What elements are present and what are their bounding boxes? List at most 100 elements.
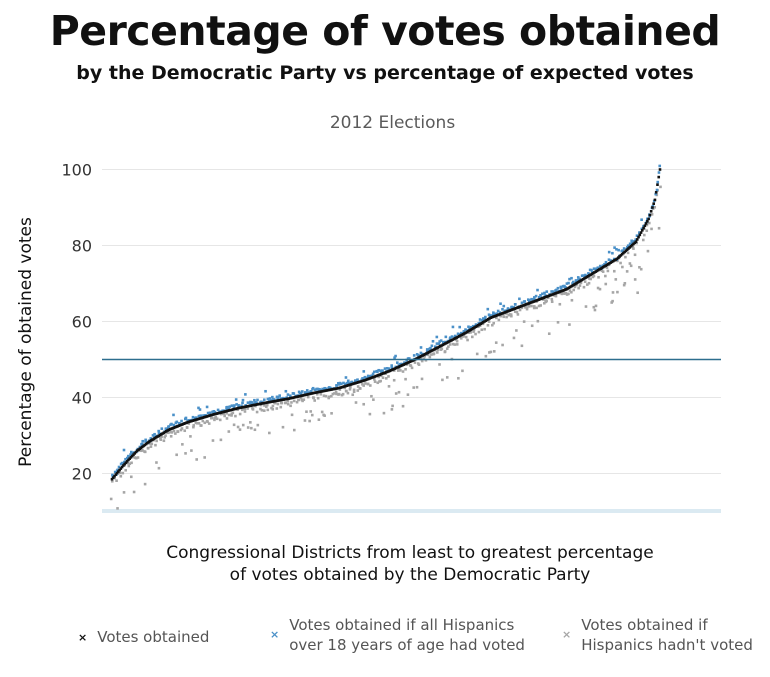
point-all-hispanics	[216, 408, 220, 412]
point-all-hispanics	[362, 370, 366, 373]
point-all-hispanics	[576, 276, 580, 279]
point-all-hispanics	[607, 258, 611, 261]
point-no-hispanics	[130, 461, 133, 465]
point-all-hispanics	[617, 248, 620, 252]
point-all-hispanics	[612, 257, 616, 261]
point-all-hispanics	[381, 369, 384, 372]
point-no-hispanics	[409, 364, 413, 368]
point-no-hispanics	[195, 421, 199, 425]
point-obtained	[125, 460, 129, 463]
point-all-hispanics	[578, 277, 581, 281]
point-all-hispanics	[286, 393, 290, 396]
point-no-hispanics	[475, 352, 479, 356]
point-no-hispanics	[250, 426, 253, 430]
point-all-hispanics	[396, 361, 399, 364]
point-all-hispanics	[353, 379, 357, 382]
point-no-hispanics	[657, 226, 661, 230]
point-all-hispanics	[309, 390, 313, 393]
point-all-hispanics	[117, 465, 121, 469]
point-all-hispanics	[574, 279, 578, 282]
point-no-hispanics	[238, 428, 242, 431]
point-no-hispanics	[118, 471, 122, 475]
point-all-hispanics	[530, 298, 534, 301]
point-no-hispanics	[633, 253, 637, 257]
point-no-hispanics	[320, 410, 324, 414]
point-no-hispanics	[197, 422, 201, 425]
legend-item-no-hispanics[interactable]: × Votes obtained if Hispanics hadn't vot…	[562, 616, 753, 655]
point-all-hispanics	[551, 290, 555, 293]
point-no-hispanics	[141, 449, 144, 452]
point-obtained	[123, 462, 126, 466]
point-no-hispanics	[641, 238, 645, 242]
point-no-hispanics	[601, 270, 605, 273]
point-no-hispanics	[616, 290, 619, 294]
point-no-hispanics	[614, 278, 618, 281]
point-no-hispanics	[621, 265, 624, 269]
point-no-hispanics	[653, 205, 657, 209]
point-all-hispanics	[225, 407, 228, 411]
point-no-hispanics	[243, 410, 247, 413]
point-no-hispanics	[346, 391, 350, 395]
point-no-hispanics	[550, 297, 554, 301]
point-no-hispanics	[448, 343, 452, 346]
point-no-hispanics	[520, 344, 524, 348]
point-no-hispanics	[116, 507, 119, 510]
point-all-hispanics	[419, 351, 423, 355]
point-all-hispanics	[393, 356, 396, 359]
point-no-hispanics	[210, 416, 214, 420]
point-no-hispanics	[554, 294, 558, 298]
point-no-hispanics	[474, 332, 477, 336]
point-no-hispanics	[556, 321, 560, 324]
point-no-hispanics	[483, 327, 486, 331]
point-no-hispanics	[255, 410, 259, 414]
point-no-hispanics	[424, 358, 428, 362]
point-no-hispanics	[180, 427, 184, 430]
point-no-hispanics	[484, 354, 488, 358]
point-no-hispanics	[650, 213, 654, 216]
point-no-hispanics	[539, 304, 542, 307]
y-axis-label: Percentage of obtained votes	[16, 217, 36, 467]
point-no-hispanics	[472, 328, 476, 332]
point-no-hispanics	[331, 392, 335, 396]
point-all-hispanics	[596, 266, 600, 269]
point-no-hispanics	[358, 387, 362, 390]
point-no-hispanics	[385, 377, 388, 380]
point-no-hispanics	[577, 286, 580, 290]
point-no-hispanics	[423, 354, 426, 358]
point-no-hispanics	[265, 403, 269, 407]
point-all-hispanics	[453, 334, 457, 338]
point-obtained	[130, 454, 134, 458]
point-all-hispanics	[197, 414, 201, 418]
point-no-hispanics	[327, 395, 331, 399]
point-no-hispanics	[362, 402, 366, 406]
point-no-hispanics	[573, 285, 577, 289]
point-no-hispanics	[564, 291, 568, 295]
point-all-hispanics	[520, 301, 524, 305]
point-no-hispanics	[362, 384, 365, 387]
point-no-hispanics	[567, 292, 570, 296]
point-no-hispanics	[366, 382, 370, 386]
point-no-hispanics	[192, 425, 195, 429]
point-obtained	[119, 467, 123, 470]
point-all-hispanics	[474, 323, 478, 326]
point-no-hispanics	[659, 185, 662, 189]
legend-item-obtained[interactable]: × Votes obtained	[78, 628, 209, 648]
point-no-hispanics	[136, 456, 140, 459]
point-all-hispanics	[170, 422, 173, 426]
point-all-hispanics	[149, 437, 153, 440]
point-all-hispanics	[167, 425, 171, 428]
point-all-hispanics	[288, 394, 292, 398]
point-all-hispanics	[642, 224, 645, 228]
point-no-hispanics	[457, 376, 460, 380]
point-no-hispanics	[271, 407, 275, 411]
point-no-hispanics	[445, 376, 449, 379]
point-no-hispanics	[509, 313, 513, 316]
point-all-hispanics	[450, 335, 454, 338]
point-no-hispanics	[430, 353, 433, 356]
point-no-hispanics	[322, 394, 326, 397]
point-no-hispanics	[219, 438, 223, 442]
point-no-hispanics	[592, 274, 596, 278]
point-no-hispanics	[628, 262, 632, 265]
point-no-hispanics	[596, 286, 600, 290]
legend-item-all-hispanics[interactable]: × Votes obtained if all Hispanics over 1…	[270, 616, 525, 655]
